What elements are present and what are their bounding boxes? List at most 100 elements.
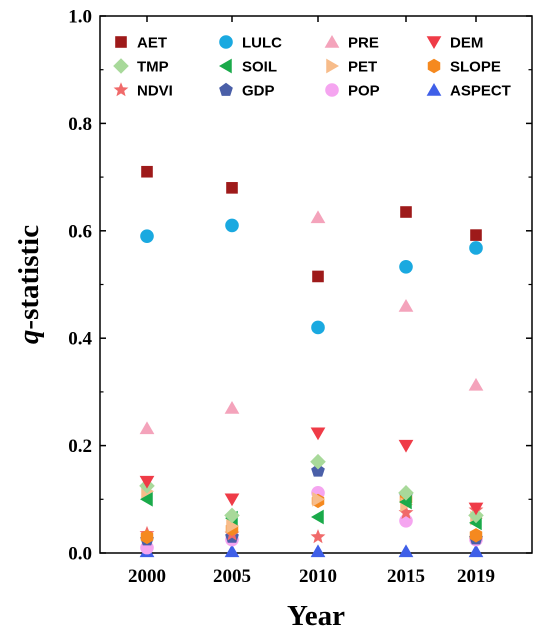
series-gdp: [140, 463, 483, 546]
legend-marker-pre: [324, 35, 340, 48]
point-dem-2000: [139, 475, 155, 489]
point-pre-2000: [139, 421, 155, 435]
legend-marker-pet: [326, 58, 339, 74]
series-soil: [140, 491, 482, 531]
x-tick-label: 2015: [387, 566, 425, 587]
y-tick-label: 0.8: [68, 114, 92, 135]
x-axis-title: Year: [287, 600, 345, 632]
legend-item-pop: POP: [325, 83, 380, 100]
legend-item-ndvi: NDVI: [113, 82, 173, 100]
point-soil-2015: [399, 494, 412, 510]
point-aspect-2010: [310, 544, 326, 558]
legend-item-tmp: TMP: [113, 58, 169, 76]
legend-label-aet: AET: [137, 35, 167, 52]
legend-item-soil: SOIL: [219, 59, 277, 76]
x-tick-label: 2005: [213, 566, 251, 587]
legend-label-pre: PRE: [348, 35, 379, 52]
y-tick-label: 0.4: [68, 329, 92, 350]
series-tmp: [139, 453, 484, 524]
legend-label-pet: PET: [348, 59, 377, 76]
point-ndvi-2015: [398, 504, 414, 520]
y-tick-label: 0.6: [68, 221, 92, 242]
point-tmp-2015: [398, 485, 414, 501]
legend-item-pre: PRE: [324, 35, 379, 52]
legend-marker-ndvi: [113, 82, 129, 97]
point-aet-2015: [400, 206, 412, 218]
legend-label-lulc: LULC: [242, 35, 282, 52]
series-aspect: [139, 544, 484, 558]
legend-item-slope: SLOPE: [427, 58, 501, 76]
point-dem-2015: [398, 439, 414, 453]
point-pet-2010: [312, 491, 325, 507]
legend-label-tmp: TMP: [137, 59, 169, 76]
legend-label-pop: POP: [348, 83, 380, 100]
legend-label-slope: SLOPE: [450, 59, 501, 76]
point-dem-2019: [468, 502, 484, 516]
x-tick-label: 2000: [128, 566, 166, 587]
y-tick-label: 0.2: [68, 436, 92, 457]
point-lulc-2015: [399, 259, 413, 274]
point-dem-2010: [310, 427, 326, 441]
series-pre: [139, 210, 484, 435]
legend-marker-slope: [427, 58, 441, 74]
point-lulc-2000: [140, 229, 154, 243]
point-gdp-2010: [311, 463, 325, 477]
point-tmp-2010: [310, 453, 326, 470]
point-lulc-2010: [311, 320, 325, 335]
series-aet: [141, 165, 482, 283]
legend-marker-pop: [325, 83, 339, 97]
point-lulc-2019: [469, 241, 483, 255]
legend: AET LULC PRE DEM TMP SOIL PET SLOPE NDVI GDP POP AS…: [113, 35, 511, 100]
point-soil-2010: [311, 509, 324, 525]
y-axis-title: q-statistic: [13, 225, 45, 344]
point-aspect-2005: [224, 544, 240, 558]
y-axis-title-rest: -statistic: [13, 225, 45, 330]
series-slope: [140, 492, 483, 545]
point-aspect-2019: [468, 544, 484, 558]
point-pre-2015: [398, 298, 414, 312]
point-aet-2019: [470, 229, 482, 241]
x-tick-label: 2019: [457, 566, 495, 587]
point-aet-2005: [226, 182, 238, 194]
x-tick-label: 2010: [299, 566, 337, 587]
legend-item-aspect: ASPECT: [426, 83, 511, 100]
legend-label-gdp: GDP: [242, 83, 275, 100]
legend-marker-lulc: [219, 35, 233, 49]
axes: 0.0 0.2 0.4 0.6 0.8 1.0 2000 2005 2010 2015 2019 Ye…: [13, 7, 533, 632]
point-soil-2000: [140, 491, 153, 507]
legend-label-aspect: ASPECT: [450, 83, 511, 100]
point-pre-2005: [224, 401, 240, 414]
legend-item-aet: AET: [115, 35, 167, 52]
point-lulc-2005: [225, 218, 239, 233]
legend-item-dem: DEM: [426, 35, 483, 52]
point-dem-2005: [224, 493, 240, 507]
y-axis-title-q: q: [13, 330, 45, 345]
point-aet-2000: [141, 165, 153, 178]
legend-marker-aet: [115, 36, 127, 48]
legend-marker-aspect: [426, 83, 442, 96]
y-tick-label: 1.0: [68, 7, 92, 28]
series-dem: [139, 427, 484, 516]
legend-marker-soil: [219, 58, 232, 74]
point-slope-2019: [469, 528, 483, 543]
legend-label-soil: SOIL: [242, 59, 277, 76]
series-lulc: [140, 218, 483, 335]
point-ndvi-2010: [310, 529, 326, 544]
point-slope-2000: [140, 529, 154, 545]
y-tick-label: 0.0: [68, 544, 92, 565]
legend-marker-tmp: [113, 58, 129, 74]
data-marks: [139, 165, 484, 558]
point-pre-2019: [468, 377, 484, 391]
point-aspect-2015: [398, 544, 414, 558]
point-pet-2005: [226, 518, 239, 534]
legend-marker-gdp: [219, 82, 233, 96]
legend-item-gdp: GDP: [219, 82, 275, 100]
point-aet-2010: [312, 270, 324, 283]
point-tmp-2005: [224, 507, 240, 524]
series-pop: [140, 486, 483, 555]
legend-marker-dem: [426, 36, 442, 49]
legend-label-dem: DEM: [450, 35, 483, 52]
legend-item-pet: PET: [326, 59, 377, 76]
series-ndvi: [139, 502, 484, 544]
